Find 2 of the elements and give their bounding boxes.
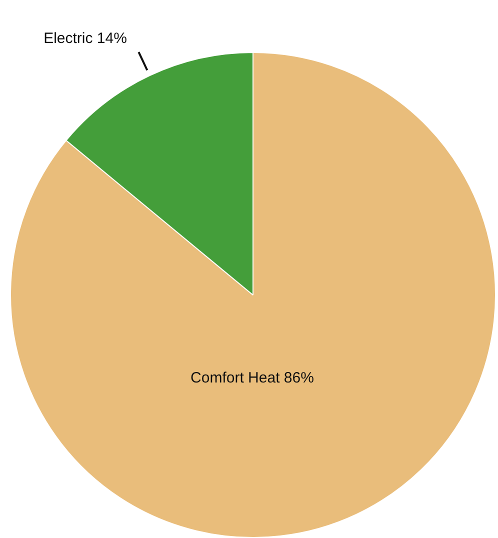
slice-label: Electric 14% bbox=[44, 30, 127, 47]
slice-label: Comfort Heat 86% bbox=[190, 370, 314, 387]
